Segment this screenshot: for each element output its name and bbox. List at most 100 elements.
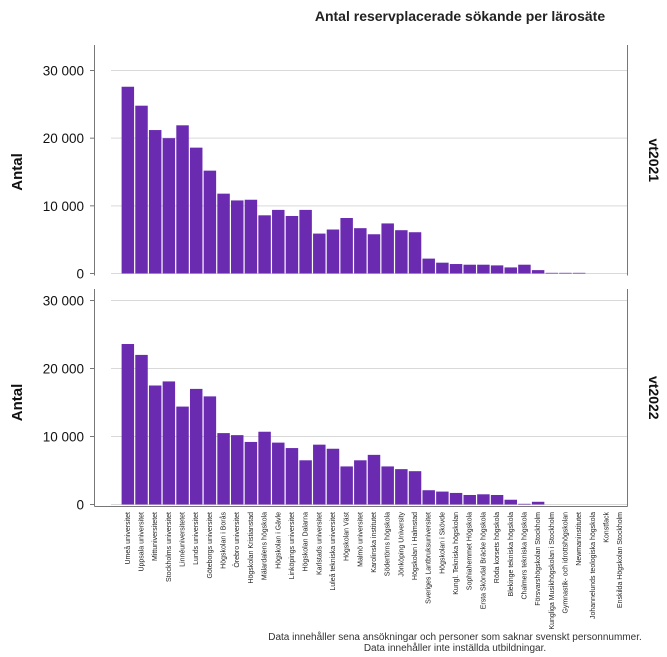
bar [149,130,161,273]
x-tick-label: Kungliga Musikhögskolan i Stockholm [549,512,556,630]
x-tick-label: Högskolan Väst [344,512,351,561]
x-tick-label: Ersta Sköndal Bräcke högskola [480,512,487,609]
bar [505,500,517,505]
x-tick-label: Sophiahemmet Högskola [467,512,474,590]
x-tick-label: Högskolan Kristianstad [248,512,255,584]
bar [258,432,270,505]
x-tick-label: Kungl. Tekniska högskolan [453,512,460,595]
bar [176,125,188,273]
x-tick-label: Karolinska institutet [371,512,378,573]
bar [163,138,175,273]
bar [368,234,380,273]
x-tick-label: Uppsala universitet [139,512,146,572]
bar [491,495,503,505]
chart-title: Antal reservplacerade sökande per lärosä… [315,8,605,24]
x-tick-label: Malmö universitet [357,512,364,567]
x-tick-label: Johannelunds teologiska högskola [590,512,597,619]
x-tick-label: Högskolan Dalarna [303,512,310,572]
bar [409,232,421,273]
x-tick-label: Högskolan i Gävle [275,512,282,569]
x-tick-label: Enskilda Högskolan Stockholm [617,512,624,608]
x-tick-label: Södertörns högskola [385,512,392,576]
bar [340,466,352,504]
x-tick-label: Högskolan i Halmstad [412,512,419,580]
bar [272,210,284,274]
x-tick-label: Blekinge tekniska högskola [508,512,515,597]
bar [286,448,298,504]
x-tick-label: Jönköping University [398,512,405,577]
bar [299,460,311,504]
bar [546,273,558,274]
bar [122,87,134,274]
x-tick-label: Röda korsets högskola [494,512,501,583]
y-tick-label: 10 000 [43,430,84,445]
x-tick-label: Linnéuniversitetet [180,512,187,567]
x-tick-label: Mälardalens högskola [262,512,269,580]
bar [463,495,475,505]
bar [245,200,257,274]
bar [286,216,298,274]
bar [245,442,257,505]
x-tick-label: Karlstads universitet [316,512,323,575]
x-tick-label: Umeå universitet [124,512,132,565]
bar [491,265,503,273]
bar [122,344,134,504]
x-tick-label: Högskolan i Skövde [439,512,446,574]
y-tick-label: 20 000 [43,131,84,146]
bar [381,223,393,273]
bar [163,381,175,504]
x-tick-label: Konstfack [603,512,610,543]
y-tick-label: 20 000 [43,362,84,377]
x-tick-label: Gymnastik- och idrottshögskolan [562,512,569,614]
bar [409,471,421,504]
bar [299,210,311,274]
x-tick-label: Örebro universitet [233,512,241,568]
bar [327,449,339,505]
y-tick-label: 0 [76,267,84,282]
x-tick-label: Mittuniversitetet [152,512,159,561]
bar [354,460,366,504]
bar [436,263,448,274]
bar [532,502,544,505]
facet-label: vt2022 [646,376,662,420]
bar [190,148,202,274]
bar [573,273,585,274]
x-tick-label: Göteborgs universitet [207,512,214,579]
bar [477,494,489,504]
bar [505,267,517,273]
bar [204,171,216,274]
bar [354,228,366,273]
bar [313,234,325,274]
bar [436,492,448,505]
x-tick-label: Sveriges Lantbruksuniversitet [426,512,433,604]
y-tick-label: 30 000 [43,294,84,309]
bar [450,493,462,505]
bar [395,469,407,504]
bar [231,200,243,273]
bar [422,259,434,274]
bar [327,230,339,274]
x-tick-label: Linköpings universitet [289,512,296,579]
bar [381,466,393,504]
bar [368,455,380,505]
bar [149,386,161,505]
bar [176,407,188,505]
bar [422,490,434,504]
bar [395,230,407,273]
bar [477,265,489,274]
x-tick-label: Lunds universitet [193,512,200,565]
bar [204,396,216,504]
bar [463,265,475,274]
y-tick-label: 10 000 [43,199,84,214]
facet-label: vt2021 [646,138,662,182]
bar [135,106,147,274]
bar [313,445,325,505]
bar [340,218,352,273]
bar [217,194,229,274]
y-tick-label: 0 [76,498,84,513]
x-tick-label: Stockholms universitet [166,512,173,582]
y-axis-title: Antal [9,153,26,191]
bar [272,443,284,505]
footnote-late-applications: Data innehåller sena ansökningar och per… [265,632,645,643]
